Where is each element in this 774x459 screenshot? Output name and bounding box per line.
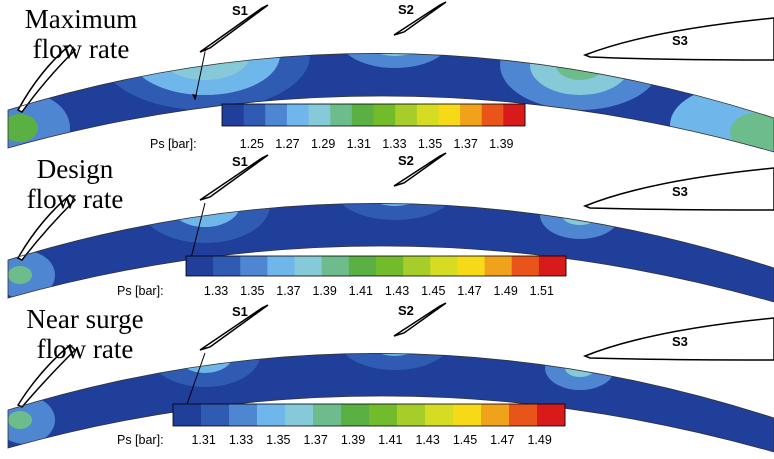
colorbar-frame [185, 255, 567, 277]
colorbar-swatch [460, 104, 483, 126]
colorbar-swatch [321, 256, 350, 276]
panel-title-design: Design flow rate [0, 154, 150, 214]
colorbar-tick-label: 1.49 [493, 284, 518, 298]
colorbar-tick-label: 1.43 [384, 284, 410, 298]
blade-label-s2: S2 [398, 303, 414, 318]
colorbar-tick-label: 1.47 [490, 433, 515, 447]
blade-label-s1: S1 [232, 154, 248, 169]
colorbar-tick-label: 1.39 [340, 433, 366, 447]
colorbar-swatch [538, 256, 567, 276]
colorbar-swatch [213, 256, 241, 276]
blade-label-s2: S2 [398, 2, 414, 17]
colorbar-tick-label: 1.35 [240, 284, 265, 298]
colorbar-tick-label: 1.51 [529, 284, 554, 298]
colorbar-swatch [376, 256, 404, 276]
colorbar-tick-label: 1.31 [191, 433, 216, 447]
colorbar-swatch [416, 104, 439, 126]
colorbar-tick-label: 1.45 [421, 284, 446, 298]
colorbar-tick-label: 1.33 [203, 284, 229, 298]
colorbar-swatch [395, 104, 418, 126]
blade-label-s3: S3 [672, 184, 688, 199]
colorbar-label: Ps [bar]: [117, 284, 164, 298]
blade-label-s3: S3 [672, 33, 688, 48]
colorbar-swatch [481, 104, 504, 126]
colorbar-swatch [503, 104, 526, 126]
title-line-2: flow rate [36, 334, 134, 364]
colorbar-swatch [481, 404, 510, 426]
colorbar-swatch [229, 404, 258, 426]
blade-label-s1: S1 [232, 3, 248, 18]
colorbar-tick-label: 1.39 [489, 137, 514, 151]
colorbar-tick-label: 1.31 [346, 137, 371, 151]
colorbar-swatch [438, 104, 461, 126]
colorbar-tick-label: 1.35 [417, 137, 443, 151]
colorbar-swatch [186, 256, 214, 276]
colorbar-tick-label: 1.29 [310, 137, 336, 151]
colorbar-swatch [403, 256, 431, 276]
colorbar-swatch [457, 256, 486, 276]
colorbar-swatch [484, 256, 513, 276]
colorbar-swatch [286, 104, 310, 126]
colorbar-swatch [373, 104, 396, 126]
colorbar-tick-label: 1.41 [378, 433, 403, 447]
colorbar-tick-label: 1.37 [453, 137, 478, 151]
colorbar-swatch [430, 256, 458, 276]
colorbar-tick-label: 1.49 [527, 433, 552, 447]
title-line-1: Design [36, 154, 114, 184]
colorbar-swatch [511, 256, 540, 276]
colorbar-tick-label: 1.37 [276, 284, 301, 298]
colorbar-frame [221, 103, 526, 127]
colorbar-label: Ps [bar]: [117, 433, 164, 447]
colorbar-swatch [265, 104, 288, 126]
colorbar-swatch [222, 104, 245, 126]
colorbar-frame [172, 403, 566, 427]
colorbar-tick-label: 1.27 [275, 137, 300, 151]
title-line-2: flow rate [26, 184, 124, 214]
colorbar-tick-label: 1.33 [228, 433, 254, 447]
colorbar-swatch [243, 104, 266, 126]
colorbar-tick-label: 1.47 [457, 284, 482, 298]
blade-label-s1: S1 [232, 304, 248, 319]
colorbar-tick-label: 1.25 [239, 137, 264, 151]
blade-label-s2: S2 [398, 153, 414, 168]
blade-label-s3: S3 [672, 334, 688, 349]
colorbar-tick-label: 1.37 [303, 433, 328, 447]
colorbar-swatch [285, 404, 314, 426]
colorbar-swatch [330, 104, 353, 126]
colorbar-swatch [397, 404, 426, 426]
colorbar-tick-label: 1.35 [266, 433, 291, 447]
colorbar-swatch [201, 404, 230, 426]
colorbar-swatch [537, 404, 566, 426]
colorbar-swatch [351, 104, 374, 126]
colorbar-design-flow-rate [185, 255, 567, 277]
colorbar-near-surge-flow-rate [172, 403, 566, 427]
colorbar-swatch [294, 256, 323, 276]
colorbar-swatch [369, 404, 398, 426]
colorbar-tick-label: 1.41 [348, 284, 374, 298]
colorbar-tick-label: 1.33 [382, 137, 407, 151]
colorbar-label: Ps [bar]: [150, 137, 197, 151]
colorbar-swatch [240, 256, 268, 276]
colorbar-swatch [173, 404, 202, 426]
colorbar-swatch [341, 404, 370, 426]
colorbar-tick-label: 1.43 [415, 433, 440, 447]
title-line-2: flow rate [32, 34, 130, 64]
colorbar-swatch [257, 404, 286, 426]
colorbar-swatch [308, 104, 331, 126]
panel-title-maximum: Maximum flow rate [0, 4, 162, 64]
colorbar-swatch [267, 256, 296, 276]
colorbar-swatch [348, 256, 377, 276]
colorbar-swatch [313, 404, 342, 426]
colorbar-swatch [425, 404, 454, 426]
colorbar-swatch [453, 404, 482, 426]
colorbar-tick-label: 1.45 [452, 433, 478, 447]
title-line-1: Near surge [26, 304, 144, 334]
panel-title-near-surge: Near surge flow rate [0, 304, 170, 364]
title-line-1: Maximum [24, 4, 138, 34]
colorbar-swatch [509, 404, 538, 426]
colorbar-maximum-flow-rate [221, 103, 526, 127]
colorbar-tick-label: 1.39 [312, 284, 337, 298]
